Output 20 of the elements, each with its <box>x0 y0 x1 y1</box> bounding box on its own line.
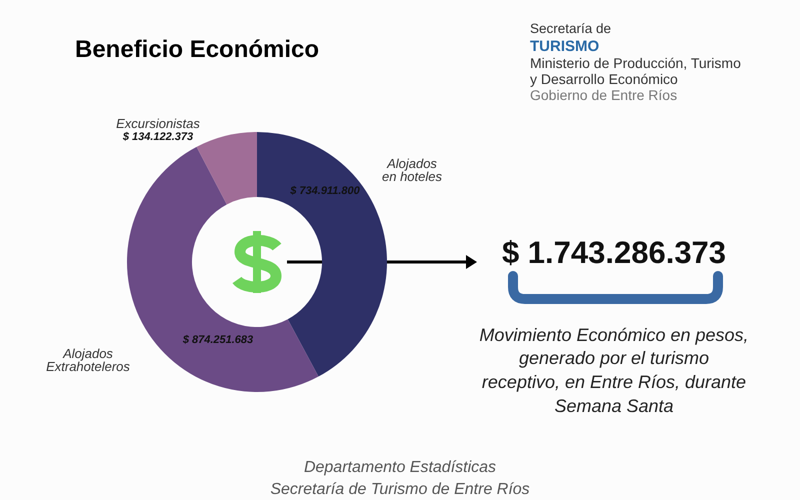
text: TURISMO <box>530 38 600 55</box>
slice-label: Alojados Extrahoteleros <box>46 346 130 374</box>
text: Secretaría de <box>530 21 612 36</box>
text: y Desarrollo Económico <box>530 71 678 87</box>
text: $ 1.743.286.373 <box>502 235 726 270</box>
slice-label: Alojados en hoteles <box>382 156 442 184</box>
data-label: $ 874.251.683 <box>182 334 254 346</box>
chart-title: Beneficio Económico <box>75 36 320 63</box>
text: generado por el turismo <box>518 348 710 368</box>
donut-slice <box>196 132 257 204</box>
text: Semana Santa <box>554 396 674 416</box>
text: Ministerio de Producción, Turismo <box>530 55 742 71</box>
data-label: $ 734.911.800 <box>289 185 361 197</box>
text: Gobierno de Entre Ríos <box>530 87 678 103</box>
data-label: $ 134.122.373 <box>122 131 194 143</box>
text: Secretaría de Turismo de Entre Ríos <box>270 481 530 498</box>
slice-label: Excursionistas <box>116 116 200 131</box>
text: Movimiento Económico en pesos, <box>479 325 749 345</box>
text: receptivo, en Entre Ríos, durante <box>482 372 746 392</box>
text: Departamento Estadísticas <box>304 459 496 476</box>
